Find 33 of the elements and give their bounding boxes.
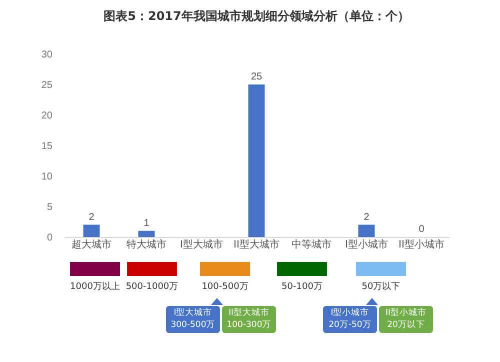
data-label: 0 xyxy=(418,224,425,235)
text: I型大城市 300-500万 xyxy=(166,306,220,333)
y-tick-label: 25 xyxy=(41,80,53,91)
text: II型大城市 100-300万 xyxy=(222,306,276,333)
y-tick-label: 0 xyxy=(46,232,53,244)
y-tick-label: 30 xyxy=(41,50,53,60)
x-tick-label: I型大城市 xyxy=(180,238,223,250)
text: 100-500万 xyxy=(200,281,250,293)
bar xyxy=(358,224,375,237)
text: 50-100万 xyxy=(280,281,324,293)
text: 1000万以上 xyxy=(70,282,120,292)
bar xyxy=(248,84,265,237)
data-label: 1 xyxy=(144,218,150,229)
x-tick-label: 特大城市 xyxy=(126,238,166,250)
data-label: 2 xyxy=(88,212,95,223)
y-tick-label: 10 xyxy=(41,172,53,182)
x-tick-label: II型大城市 xyxy=(234,238,280,250)
y-tick-label: 5 xyxy=(46,202,53,213)
x-tick-label: 中等城市 xyxy=(292,238,332,250)
data-label: 2 xyxy=(364,212,370,223)
x-tick-label: I型小城市 xyxy=(345,238,388,250)
text: II型小城市 20万以下 xyxy=(379,306,433,333)
bar xyxy=(138,230,155,237)
x-tick-label: II型小城市 xyxy=(398,238,444,250)
bar xyxy=(83,224,100,237)
chart-title: 图表5：2017年我国城市规划细分领域分析（单位：个） xyxy=(104,9,410,23)
y-tick-label: 20 xyxy=(41,110,53,122)
text: 500-1000万 xyxy=(126,282,178,292)
text: 50万以下 xyxy=(360,280,402,293)
data-label: 25 xyxy=(250,72,262,82)
x-tick-label: 超大城市 xyxy=(72,238,112,250)
y-tick-label: 15 xyxy=(41,141,53,152)
text: I型小城市 20万-50万 xyxy=(323,306,377,333)
